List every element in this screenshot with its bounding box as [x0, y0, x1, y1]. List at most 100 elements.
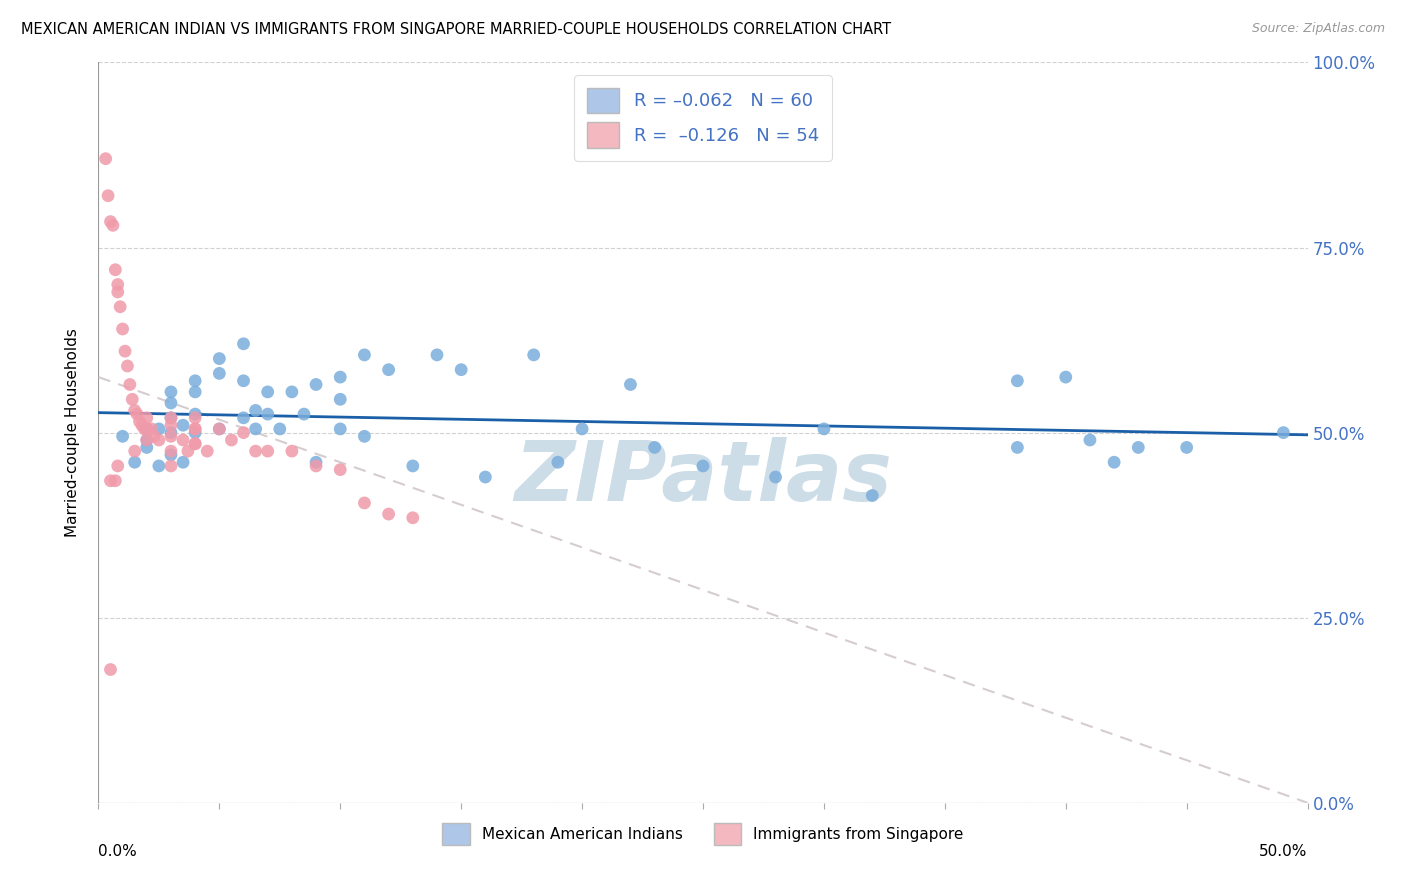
Text: ZIPatlas: ZIPatlas [515, 436, 891, 517]
Point [104, 262, 127, 277]
Point [1175, 441, 1198, 455]
Point [148, 433, 170, 447]
Point [292, 407, 315, 421]
Point [195, 444, 218, 458]
Legend: Mexican American Indians, Immigrants from Singapore: Mexican American Indians, Immigrants fro… [436, 817, 970, 851]
Point [232, 374, 254, 388]
Text: 50.0%: 50.0% [1260, 844, 1308, 858]
Point [143, 429, 166, 443]
Point [329, 422, 352, 436]
Point [184, 425, 207, 440]
Point [135, 422, 157, 436]
Y-axis label: Married-couple Households: Married-couple Households [65, 328, 80, 537]
Point [269, 422, 291, 436]
Point [108, 300, 131, 314]
Point [281, 384, 304, 399]
Point [100, 474, 122, 488]
Point [107, 458, 129, 473]
Point [100, 663, 122, 677]
Point [329, 462, 352, 476]
Text: Source: ZipAtlas.com: Source: ZipAtlas.com [1251, 22, 1385, 36]
Point [1102, 455, 1125, 469]
Point [184, 422, 207, 436]
Point [114, 344, 136, 359]
Point [148, 422, 170, 436]
Point [160, 396, 183, 410]
Point [245, 403, 267, 417]
Point [305, 455, 328, 469]
Point [329, 370, 352, 384]
Point [377, 507, 399, 521]
Point [619, 377, 641, 392]
Point [160, 410, 183, 425]
Point [148, 458, 170, 473]
Point [377, 362, 399, 376]
Point [1007, 374, 1029, 388]
Point [135, 422, 157, 436]
Point [160, 418, 183, 433]
Point [111, 429, 134, 443]
Point [474, 470, 496, 484]
Point [131, 418, 153, 433]
Point [134, 422, 156, 436]
Point [547, 455, 569, 469]
Point [160, 425, 183, 440]
Point [245, 422, 267, 436]
Point [232, 425, 254, 440]
Point [160, 444, 183, 458]
Point [104, 474, 127, 488]
Point [329, 392, 352, 407]
Point [208, 367, 231, 381]
Text: MEXICAN AMERICAN INDIAN VS IMMIGRANTS FROM SINGAPORE MARRIED-COUPLE HOUSEHOLDS C: MEXICAN AMERICAN INDIAN VS IMMIGRANTS FR… [21, 22, 891, 37]
Point [232, 336, 254, 351]
Point [860, 489, 883, 503]
Point [184, 422, 207, 436]
Point [160, 458, 183, 473]
Point [184, 374, 207, 388]
Point [523, 348, 546, 362]
Point [97, 188, 120, 202]
Point [571, 422, 593, 436]
Point [121, 392, 143, 407]
Point [128, 415, 150, 429]
Point [813, 422, 835, 436]
Point [208, 422, 231, 436]
Point [256, 444, 278, 458]
Point [111, 322, 134, 336]
Point [765, 470, 787, 484]
Point [402, 510, 425, 524]
Point [245, 444, 267, 458]
Point [281, 444, 304, 458]
Point [172, 433, 194, 447]
Point [124, 403, 146, 417]
Point [256, 384, 278, 399]
Text: 0.0%: 0.0% [98, 844, 138, 858]
Point [450, 362, 472, 376]
Point [1128, 441, 1150, 455]
Point [94, 152, 117, 166]
Point [127, 407, 149, 421]
Point [184, 410, 207, 425]
Point [426, 348, 449, 362]
Point [160, 410, 183, 425]
Point [232, 410, 254, 425]
Point [160, 429, 183, 443]
Point [692, 458, 714, 473]
Point [172, 455, 194, 469]
Point [107, 277, 129, 292]
Point [184, 436, 207, 450]
Point [135, 410, 157, 425]
Point [644, 441, 666, 455]
Point [353, 496, 375, 510]
Point [353, 429, 375, 443]
Point [305, 377, 328, 392]
Point [177, 444, 200, 458]
Point [160, 448, 183, 462]
Point [117, 359, 139, 373]
Point [221, 433, 243, 447]
Point [353, 348, 375, 362]
Point [305, 458, 328, 473]
Point [160, 384, 183, 399]
Point [1054, 370, 1077, 384]
Point [135, 433, 157, 447]
